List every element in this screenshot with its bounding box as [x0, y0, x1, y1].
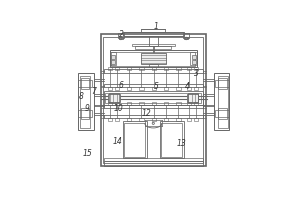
Bar: [115, 118, 119, 121]
Bar: [108, 87, 112, 90]
Bar: [160, 121, 184, 158]
Bar: [132, 44, 175, 46]
Bar: [111, 55, 115, 59]
Bar: [215, 80, 229, 87]
Bar: [104, 105, 203, 108]
Bar: [81, 78, 89, 89]
Bar: [108, 94, 120, 102]
Text: 5: 5: [154, 82, 159, 91]
Bar: [164, 102, 168, 105]
Text: 12: 12: [141, 109, 151, 118]
Bar: [100, 34, 206, 166]
Bar: [104, 115, 203, 118]
Bar: [110, 52, 116, 65]
Bar: [104, 158, 203, 161]
Bar: [78, 73, 94, 130]
Bar: [110, 50, 197, 67]
Bar: [124, 123, 145, 157]
Bar: [187, 94, 198, 102]
Bar: [214, 73, 229, 130]
Bar: [218, 108, 227, 119]
Bar: [164, 118, 168, 121]
Bar: [141, 53, 166, 64]
Bar: [188, 93, 198, 103]
Bar: [149, 36, 158, 46]
Bar: [139, 118, 144, 121]
Bar: [194, 118, 198, 121]
Bar: [111, 60, 115, 64]
Text: 15: 15: [82, 149, 92, 158]
Bar: [149, 64, 158, 67]
Bar: [218, 78, 227, 89]
Bar: [176, 102, 181, 105]
Bar: [176, 67, 181, 70]
Bar: [104, 84, 203, 87]
Bar: [184, 37, 188, 39]
Bar: [78, 110, 92, 117]
Bar: [187, 102, 191, 105]
Bar: [187, 118, 191, 121]
Bar: [192, 60, 196, 64]
Bar: [104, 161, 203, 166]
Bar: [139, 87, 144, 90]
Bar: [190, 52, 197, 65]
Bar: [127, 102, 131, 105]
Bar: [192, 55, 196, 59]
Bar: [176, 118, 181, 121]
Bar: [108, 67, 112, 70]
Bar: [103, 37, 203, 163]
Text: 9: 9: [85, 104, 89, 113]
Text: 14: 14: [113, 137, 123, 146]
Bar: [115, 102, 119, 105]
Bar: [164, 87, 168, 90]
Bar: [115, 87, 119, 90]
Bar: [194, 67, 198, 70]
Bar: [152, 67, 156, 70]
Text: 2: 2: [119, 30, 124, 39]
Text: 6: 6: [118, 81, 123, 90]
Text: 7: 7: [92, 87, 96, 96]
Bar: [152, 102, 156, 105]
Bar: [123, 121, 147, 158]
Bar: [104, 69, 203, 73]
Text: 3: 3: [194, 69, 199, 78]
Bar: [183, 33, 190, 38]
Text: 4: 4: [184, 82, 189, 91]
Text: 10: 10: [114, 104, 124, 113]
Bar: [111, 52, 195, 66]
Bar: [187, 67, 191, 70]
Bar: [152, 87, 156, 90]
Bar: [127, 87, 131, 90]
Text: 13: 13: [177, 139, 187, 148]
Bar: [123, 32, 184, 36]
Bar: [164, 67, 168, 70]
Bar: [127, 118, 131, 121]
Bar: [80, 76, 89, 128]
Bar: [127, 67, 131, 70]
Bar: [139, 67, 144, 70]
Bar: [108, 102, 112, 105]
Bar: [187, 87, 191, 90]
Bar: [109, 93, 119, 103]
Bar: [176, 87, 181, 90]
Bar: [218, 76, 228, 128]
Text: 1: 1: [154, 22, 159, 31]
Bar: [135, 46, 172, 49]
Bar: [141, 29, 165, 32]
Bar: [152, 118, 156, 121]
Bar: [194, 87, 198, 90]
Bar: [161, 123, 182, 157]
Bar: [118, 33, 124, 38]
Text: 8: 8: [79, 92, 84, 101]
Bar: [81, 108, 89, 119]
Bar: [108, 118, 112, 121]
Bar: [118, 37, 123, 39]
Bar: [115, 67, 119, 70]
Bar: [78, 80, 92, 87]
Bar: [139, 102, 144, 105]
Bar: [215, 110, 229, 117]
Bar: [104, 91, 203, 105]
Bar: [105, 93, 202, 103]
Bar: [194, 102, 198, 105]
